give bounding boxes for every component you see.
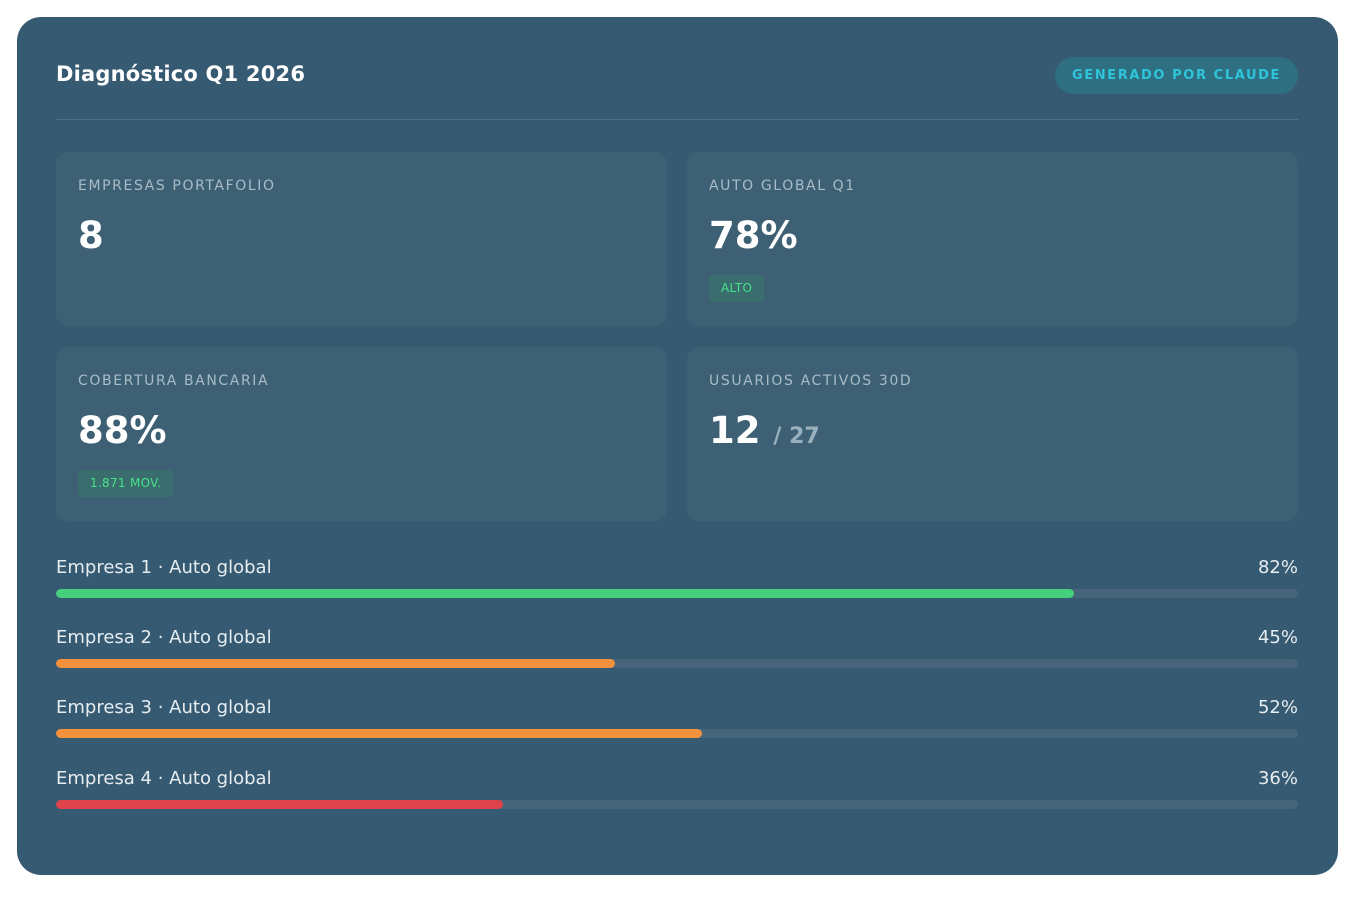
progress-track — [56, 729, 1298, 738]
progress-row-empresa-2: Empresa 2 · Auto global 45% — [56, 627, 1298, 677]
status-badge: ALTO — [709, 275, 765, 302]
progress-percent: 36% — [1257, 768, 1298, 789]
stat-value: 12 / 27 — [709, 409, 820, 452]
stat-card-cobertura-bancaria: COBERTURA BANCARIA 88% 1.871 MOV. — [56, 347, 667, 521]
progress-fill — [56, 589, 1075, 598]
stat-value: 78% — [709, 214, 798, 257]
stat-card-usuarios-activos: USUARIOS ACTIVOS 30D 12 / 27 — [687, 347, 1298, 521]
progress-fill — [56, 800, 504, 809]
progress-label: Empresa 1 · Auto global — [56, 557, 272, 578]
progress-row-empresa-1: Empresa 1 · Auto global 82% — [56, 557, 1298, 607]
progress-track — [56, 659, 1298, 668]
progress-label: Empresa 2 · Auto global — [56, 627, 272, 648]
progress-percent: 45% — [1257, 627, 1298, 648]
stat-value: 8 — [78, 214, 104, 257]
stat-label: USUARIOS ACTIVOS 30D — [709, 373, 913, 389]
progress-fill — [56, 659, 615, 668]
stat-label: COBERTURA BANCARIA — [78, 373, 270, 389]
stat-label: EMPRESAS PORTAFOLIO — [78, 178, 276, 194]
progress-track — [56, 589, 1298, 598]
progress-row-empresa-3: Empresa 3 · Auto global 52% — [56, 697, 1298, 747]
generated-by-badge: GENERADO POR CLAUDE — [1055, 57, 1298, 94]
movements-badge: 1.871 MOV. — [78, 470, 174, 497]
progress-track — [56, 800, 1298, 809]
progress-label: Empresa 4 · Auto global — [56, 768, 272, 789]
header-divider — [56, 119, 1298, 120]
progress-percent: 82% — [1257, 557, 1298, 578]
progress-percent: 52% — [1257, 697, 1298, 718]
stat-value: 88% — [78, 409, 167, 452]
panel-title: Diagnóstico Q1 2026 — [56, 62, 306, 86]
total-users: / 27 — [773, 424, 820, 449]
stat-card-auto-global: AUTO GLOBAL Q1 78% ALTO — [687, 152, 1298, 326]
progress-row-empresa-4: Empresa 4 · Auto global 36% — [56, 768, 1298, 818]
progress-label: Empresa 3 · Auto global — [56, 697, 272, 718]
active-users-count: 12 — [709, 409, 761, 452]
panel-header: Diagnóstico Q1 2026 GENERADO POR CLAUDE — [56, 57, 1298, 94]
stat-label: AUTO GLOBAL Q1 — [709, 178, 856, 194]
diagnostic-panel: Diagnóstico Q1 2026 GENERADO POR CLAUDE … — [17, 17, 1338, 875]
progress-fill — [56, 729, 702, 738]
stat-card-empresas-portafolio: EMPRESAS PORTAFOLIO 8 — [56, 152, 667, 326]
